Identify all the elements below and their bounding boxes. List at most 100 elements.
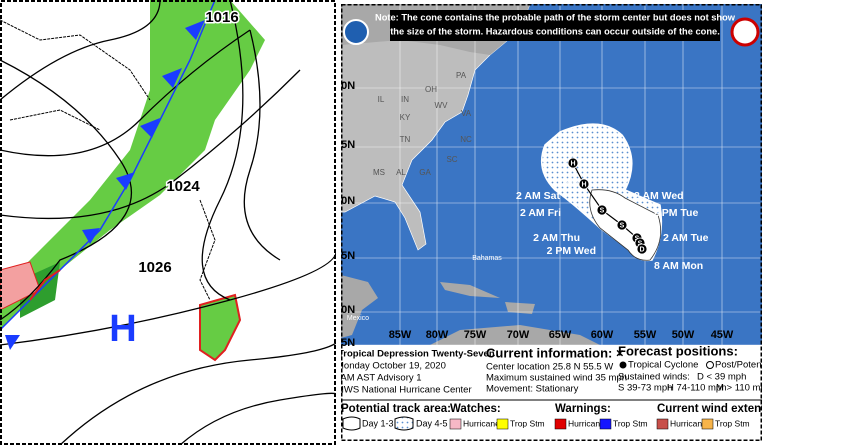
- legend-swatch: [599, 418, 612, 430]
- cuba: [440, 282, 500, 298]
- place-label: GA: [419, 168, 431, 177]
- isobar-label: 1016: [205, 9, 238, 26]
- surface-map: 1016 1024 1026 H: [0, 0, 336, 445]
- position-marker: [596, 204, 608, 216]
- place-label: WV: [435, 101, 449, 110]
- latitude-label: 35N: [335, 139, 355, 151]
- day13-label: Day 1-3: [362, 418, 394, 428]
- precip-area: [0, 0, 265, 330]
- position-letter: D: [639, 246, 644, 253]
- advisory: 8 AM AST Advisory 1: [333, 373, 422, 384]
- current-line: Movement: Stationary: [486, 384, 579, 395]
- isobar-label: 1026: [138, 259, 171, 276]
- warm-front: [29, 269, 61, 301]
- center: NWS National Hurricane Center: [337, 385, 472, 396]
- place-label: MS: [373, 168, 385, 177]
- place-label: NC: [460, 135, 472, 144]
- position-letter: S: [620, 222, 625, 229]
- latitude-label: 40N: [335, 80, 355, 92]
- latitude-label: 20N: [335, 304, 355, 316]
- forecast-label: 2 AM Tue: [663, 232, 709, 244]
- longitude-label: 45W: [711, 329, 734, 341]
- cone-note: the size of the storm. Hazardous conditi…: [390, 26, 720, 36]
- legend-swatch: [449, 418, 462, 430]
- legend-swatch: [656, 418, 669, 430]
- legend-item: Trop Stm: [613, 418, 648, 428]
- forecast-label: 2 AM Fri: [520, 207, 561, 219]
- position-letter: H: [581, 181, 586, 188]
- isobar-label: 1024: [166, 178, 200, 195]
- h-label: H 74-110 mph: [667, 383, 727, 394]
- m-label: M > 110 mph: [716, 383, 771, 394]
- high-pressure: H: [109, 308, 136, 350]
- position-letter: S: [638, 240, 643, 247]
- ptc-symbol: [706, 361, 714, 369]
- place-label: IL: [378, 95, 385, 104]
- day45-label: Day 4-5: [416, 418, 448, 428]
- place-label: TN: [400, 135, 411, 144]
- sustained-label: Sustained winds:: [618, 372, 690, 383]
- forecast-label: 2 AM Wed: [634, 190, 684, 202]
- longitude-label: 55W: [634, 329, 657, 341]
- position-marker: [616, 219, 628, 231]
- cone-note: Note: The cone contains the probable pat…: [375, 12, 736, 22]
- position-marker: [578, 178, 590, 190]
- legend-item: Hurricane: [463, 418, 500, 428]
- tropical-label: Tropical Cyclone: [628, 360, 698, 371]
- position-marker: [636, 243, 648, 255]
- place-label: Bermuda: [558, 181, 587, 188]
- place-label: PA: [456, 71, 467, 80]
- d-label: D < 39 mph: [697, 372, 746, 383]
- place-label: VA: [461, 109, 472, 118]
- latitude-label: 30N: [335, 195, 355, 207]
- legend-item: Hurricane: [670, 418, 707, 428]
- place-label: KY: [400, 113, 411, 122]
- forecast-title: Forecast positions:: [618, 343, 738, 358]
- mexico-land: [341, 275, 378, 338]
- hispaniola: [505, 302, 535, 314]
- south-america: [430, 325, 600, 345]
- latitude-label: 25N: [335, 250, 355, 262]
- longitude-label: 80W: [426, 329, 449, 341]
- longitude-label: 75W: [464, 329, 487, 341]
- front-triangles: [5, 20, 205, 350]
- position-letter: H: [570, 160, 575, 167]
- legend-item: Trop Stm: [715, 418, 750, 428]
- place-label: SC: [446, 155, 457, 164]
- current-title: Current information: ×: [486, 345, 624, 360]
- place-label: AL: [396, 168, 406, 177]
- legend-item: Hurricane: [568, 418, 605, 428]
- legend-swatch: [701, 418, 714, 430]
- coast-precip: [199, 293, 242, 362]
- us-land: [341, 4, 531, 251]
- forecast-label: 2 PM Tue: [653, 207, 698, 219]
- forecast-label: 2 AM Thu: [533, 232, 580, 244]
- noaa-logo: [343, 19, 369, 45]
- forecast-label: 2 AM Sat: [516, 190, 560, 202]
- legend-title: Potential track area:: [341, 403, 451, 415]
- legend-swatch: [496, 418, 509, 430]
- day13-icon: [342, 416, 361, 431]
- frame: [0, 0, 336, 445]
- place-label: IN: [401, 95, 409, 104]
- position-marker: [567, 157, 579, 169]
- date: Monday October 19, 2020: [336, 361, 446, 372]
- latitude-label: 15N: [335, 337, 355, 349]
- legend-title: Warnings:: [555, 403, 611, 415]
- storm-name: Tropical Depression Twenty-Seven: [338, 349, 495, 360]
- s-label: S 39-73 mph: [618, 383, 672, 394]
- day45-icon: [394, 416, 414, 431]
- cone-map: 85W 80W 75W 70W 65W 60W 55W 50W 45W 40N 35N 30N 25N 2…: [333, 4, 771, 441]
- longitude-label: 65W: [549, 329, 572, 341]
- tc-symbol: [619, 361, 627, 369]
- borders: [0, 19, 216, 301]
- nws-logo: [730, 17, 760, 47]
- place-label: Bahamas: [472, 255, 502, 262]
- legend-swatch: [554, 418, 567, 430]
- longitude-label: 85W: [389, 329, 412, 341]
- current-line: Maximum sustained wind 35 mph: [486, 373, 627, 384]
- note-box: [390, 10, 720, 41]
- legend-title: Current wind extent:: [657, 403, 769, 415]
- longitude-label: 70W: [507, 329, 530, 341]
